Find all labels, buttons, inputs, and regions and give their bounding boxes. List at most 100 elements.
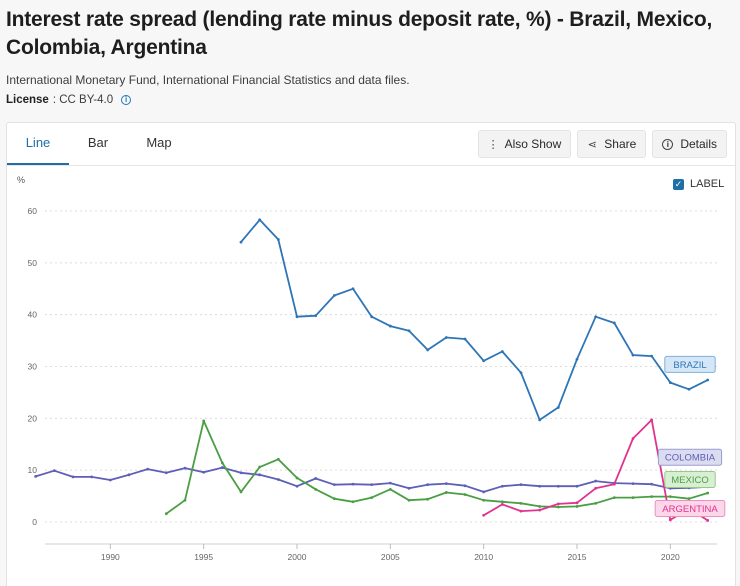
data-point-argentina xyxy=(650,418,654,422)
series-label-box-colombia xyxy=(657,448,723,466)
data-point-mexico xyxy=(295,476,299,480)
data-point-mexico xyxy=(706,491,710,495)
data-point-brazil xyxy=(258,218,262,222)
x-tick-label: 2020 xyxy=(661,552,680,562)
x-tick-label: 2005 xyxy=(381,552,400,562)
data-point-brazil xyxy=(426,348,430,352)
data-point-brazil xyxy=(706,378,710,382)
tab-map[interactable]: Map xyxy=(146,135,172,150)
data-point-colombia xyxy=(146,467,150,471)
share-button[interactable]: ⋖ Share xyxy=(577,130,647,158)
data-point-colombia xyxy=(426,483,430,487)
source-note: International Monetary Fund, Internation… xyxy=(6,73,410,87)
data-point-brazil xyxy=(687,387,691,391)
data-point-colombia xyxy=(90,475,94,479)
license-label: License xyxy=(6,94,49,106)
data-point-mexico xyxy=(463,493,467,496)
data-point-colombia xyxy=(258,473,262,477)
details-label: Details xyxy=(680,137,717,151)
data-point-brazil xyxy=(612,321,616,325)
y-tick-label: 10 xyxy=(28,465,38,475)
data-point-colombia xyxy=(295,484,299,488)
data-point-brazil xyxy=(295,315,299,319)
info-icon: i xyxy=(662,138,674,150)
x-tick-label: 1990 xyxy=(101,552,120,562)
data-point-colombia xyxy=(351,482,355,486)
chart-card: Line Bar Map ⋮ Also Show ⋖ Share i Detai… xyxy=(6,122,736,586)
data-point-mexico xyxy=(220,461,224,465)
also-show-button[interactable]: ⋮ Also Show xyxy=(477,130,572,158)
data-point-mexico xyxy=(500,500,504,504)
y-tick-label: 30 xyxy=(28,362,38,372)
data-point-colombia xyxy=(276,478,280,481)
data-point-colombia xyxy=(388,481,392,485)
data-point-brazil xyxy=(594,315,598,319)
data-point-mexico xyxy=(668,495,672,499)
data-point-brazil xyxy=(519,371,523,375)
data-point-mexico xyxy=(370,496,374,500)
data-point-colombia xyxy=(594,479,598,483)
data-point-mexico xyxy=(482,498,486,502)
series-label-box-argentina xyxy=(654,500,726,518)
details-button[interactable]: i Details xyxy=(652,130,727,158)
data-point-brazil xyxy=(370,315,374,319)
tab-bar[interactable]: Bar xyxy=(87,135,109,150)
license-info-icon[interactable]: i xyxy=(121,95,132,105)
data-point-brazil xyxy=(668,381,672,384)
data-point-colombia xyxy=(538,484,542,488)
chart-tabs: Line Bar Map xyxy=(7,123,191,165)
data-point-brazil xyxy=(351,287,355,291)
data-point-mexico xyxy=(519,501,523,505)
data-point-mexico xyxy=(314,487,318,491)
data-point-colombia xyxy=(631,482,635,486)
data-point-brazil xyxy=(332,294,336,297)
data-point-mexico xyxy=(556,505,560,509)
data-point-mexico xyxy=(631,496,635,500)
data-point-brazil xyxy=(463,337,467,341)
data-point-colombia xyxy=(332,483,336,487)
series-label-brazil: BRAZIL xyxy=(673,360,706,371)
x-tick-label: 2000 xyxy=(288,552,307,562)
data-point-colombia xyxy=(239,471,243,475)
y-tick-label: 60 xyxy=(28,206,38,216)
data-point-colombia xyxy=(108,478,112,482)
data-point-brazil xyxy=(276,238,280,241)
data-point-argentina xyxy=(500,502,504,506)
data-point-colombia xyxy=(519,483,523,487)
series-label-mexico: MEXICO xyxy=(671,475,708,486)
data-point-colombia xyxy=(444,482,448,486)
series-label-colombia: COLOMBIA xyxy=(665,453,716,464)
data-point-colombia xyxy=(650,482,654,486)
label-checkbox[interactable]: ✓ xyxy=(673,178,684,190)
license-value: : CC BY-4.0 xyxy=(52,94,114,106)
data-point-mexico xyxy=(351,500,355,504)
data-point-brazil xyxy=(407,329,411,333)
data-point-mexico xyxy=(239,490,243,494)
data-point-colombia xyxy=(220,466,224,469)
data-point-mexico xyxy=(258,465,262,469)
x-tick-label: 1995 xyxy=(194,552,213,562)
data-point-colombia xyxy=(556,484,560,488)
series-label-box-brazil xyxy=(664,355,716,373)
data-point-colombia xyxy=(164,471,168,475)
data-point-colombia xyxy=(202,470,206,474)
data-point-brazil xyxy=(500,350,504,353)
series-line-colombia xyxy=(35,466,708,493)
also-show-label: Also Show xyxy=(504,137,562,151)
label-toggle[interactable]: ✓ LABEL xyxy=(673,178,724,190)
data-point-colombia xyxy=(52,469,56,473)
data-point-brazil xyxy=(650,354,654,358)
data-point-mexico xyxy=(276,457,280,461)
data-point-argentina xyxy=(538,508,542,512)
data-point-mexico xyxy=(407,498,411,502)
data-point-mexico xyxy=(426,497,430,501)
data-point-argentina xyxy=(519,509,523,513)
data-point-colombia xyxy=(370,483,374,487)
y-tick-label: 20 xyxy=(28,413,38,423)
series-line-mexico xyxy=(165,420,708,515)
data-point-colombia xyxy=(463,484,467,488)
tab-line[interactable]: Line xyxy=(7,123,69,165)
data-point-brazil xyxy=(239,240,243,244)
series-label-box-mexico xyxy=(664,470,716,488)
data-point-colombia xyxy=(314,477,318,480)
